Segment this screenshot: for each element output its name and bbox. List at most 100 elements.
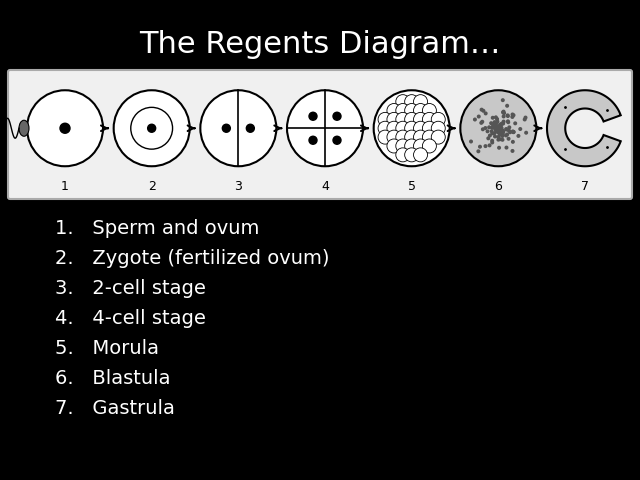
Polygon shape [547,90,621,166]
Circle shape [422,112,436,126]
Circle shape [494,126,498,130]
Circle shape [497,127,500,131]
Circle shape [513,121,517,125]
Circle shape [498,124,502,128]
Circle shape [495,128,499,132]
Circle shape [481,127,485,131]
Circle shape [246,124,254,132]
Circle shape [413,112,428,126]
Circle shape [490,132,494,135]
Circle shape [148,124,156,132]
Circle shape [500,134,504,138]
Circle shape [524,116,527,120]
Circle shape [504,133,508,137]
Circle shape [489,121,493,125]
Circle shape [500,138,504,142]
Circle shape [504,127,508,131]
Circle shape [404,95,419,108]
Circle shape [494,125,498,129]
Circle shape [507,129,511,132]
Circle shape [490,129,493,133]
Circle shape [511,112,515,117]
Text: 1: 1 [61,180,69,193]
Circle shape [378,112,392,126]
Circle shape [505,132,509,136]
Circle shape [496,130,500,134]
Circle shape [479,108,484,112]
Circle shape [480,120,484,124]
Circle shape [431,121,445,135]
Circle shape [496,126,500,130]
Circle shape [495,117,499,121]
Circle shape [309,112,317,120]
Circle shape [506,120,510,124]
Circle shape [496,127,500,131]
Circle shape [422,130,436,144]
Circle shape [387,121,401,135]
Circle shape [499,128,503,132]
Circle shape [490,126,494,130]
Circle shape [497,124,501,128]
Circle shape [486,136,490,140]
Circle shape [493,123,497,127]
Circle shape [499,132,503,137]
Circle shape [500,126,504,130]
Circle shape [502,111,506,115]
Circle shape [333,112,341,120]
Circle shape [491,125,495,129]
Circle shape [497,128,500,132]
Text: 3: 3 [234,180,243,193]
Circle shape [511,130,515,134]
Circle shape [490,141,494,144]
Circle shape [498,137,502,141]
Circle shape [488,133,492,137]
Circle shape [422,104,436,118]
Circle shape [504,145,508,150]
Text: 4: 4 [321,180,329,193]
Circle shape [505,104,509,108]
Circle shape [404,112,419,126]
Circle shape [502,109,506,114]
Circle shape [493,122,497,126]
Circle shape [508,125,511,129]
Text: 3.   2-cell stage: 3. 2-cell stage [55,279,206,298]
Circle shape [492,122,495,126]
Circle shape [518,127,522,131]
Circle shape [497,138,500,142]
Circle shape [501,110,505,114]
Circle shape [495,124,499,128]
Circle shape [500,131,504,135]
Circle shape [497,127,501,131]
Circle shape [404,121,419,135]
Circle shape [483,126,488,130]
Ellipse shape [19,120,29,136]
Circle shape [404,104,419,118]
Circle shape [502,120,506,123]
Circle shape [387,112,401,126]
FancyBboxPatch shape [8,70,632,199]
Circle shape [523,118,527,121]
Circle shape [511,149,515,153]
Circle shape [506,120,510,123]
Circle shape [396,139,410,153]
Circle shape [396,148,410,162]
Circle shape [493,134,497,139]
Circle shape [413,130,428,144]
Circle shape [404,148,419,162]
Circle shape [387,130,401,144]
Circle shape [495,120,499,124]
Circle shape [413,121,428,135]
Circle shape [511,113,515,117]
Circle shape [476,149,481,153]
Circle shape [287,90,363,166]
Circle shape [516,134,520,138]
Circle shape [477,115,481,119]
Circle shape [499,125,503,129]
Circle shape [497,146,501,150]
Circle shape [487,125,491,129]
Circle shape [500,129,504,133]
Circle shape [501,121,505,126]
Circle shape [496,126,500,130]
Circle shape [200,90,276,166]
Circle shape [493,122,497,127]
